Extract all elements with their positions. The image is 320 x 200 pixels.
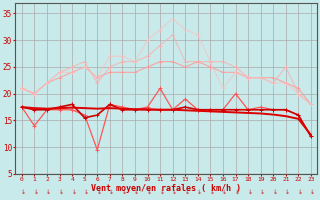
- Text: ↗: ↗: [94, 186, 100, 193]
- Text: ↗: ↗: [182, 186, 188, 193]
- Text: ↗: ↗: [18, 186, 25, 193]
- Text: ↗: ↗: [31, 186, 38, 193]
- Text: ↗: ↗: [132, 186, 138, 193]
- Text: ↗: ↗: [69, 186, 76, 193]
- Text: ↗: ↗: [257, 186, 264, 193]
- Text: ↗: ↗: [44, 186, 50, 193]
- Text: ↗: ↗: [119, 186, 126, 193]
- Text: ↗: ↗: [144, 186, 151, 193]
- Text: ↗: ↗: [220, 186, 226, 193]
- Text: ↗: ↗: [308, 186, 314, 193]
- Text: ↗: ↗: [270, 186, 276, 193]
- Text: ↗: ↗: [56, 186, 63, 193]
- Text: ↗: ↗: [245, 186, 252, 193]
- Text: ↗: ↗: [207, 186, 214, 193]
- Text: ↗: ↗: [295, 186, 302, 193]
- Text: ↗: ↗: [282, 186, 289, 193]
- Text: ↗: ↗: [157, 186, 164, 193]
- Text: ↗: ↗: [106, 186, 113, 193]
- Text: ↗: ↗: [232, 186, 239, 193]
- Text: ↗: ↗: [194, 186, 201, 193]
- Text: ↗: ↗: [169, 186, 176, 193]
- Text: ↗: ↗: [81, 186, 88, 193]
- X-axis label: Vent moyen/en rafales ( km/h ): Vent moyen/en rafales ( km/h ): [92, 184, 241, 193]
